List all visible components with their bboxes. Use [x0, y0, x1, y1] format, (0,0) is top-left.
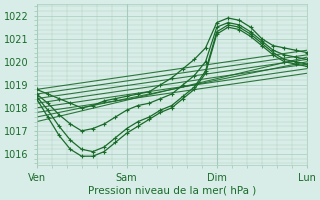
X-axis label: Pression niveau de la mer( hPa ): Pression niveau de la mer( hPa ) — [88, 186, 256, 196]
